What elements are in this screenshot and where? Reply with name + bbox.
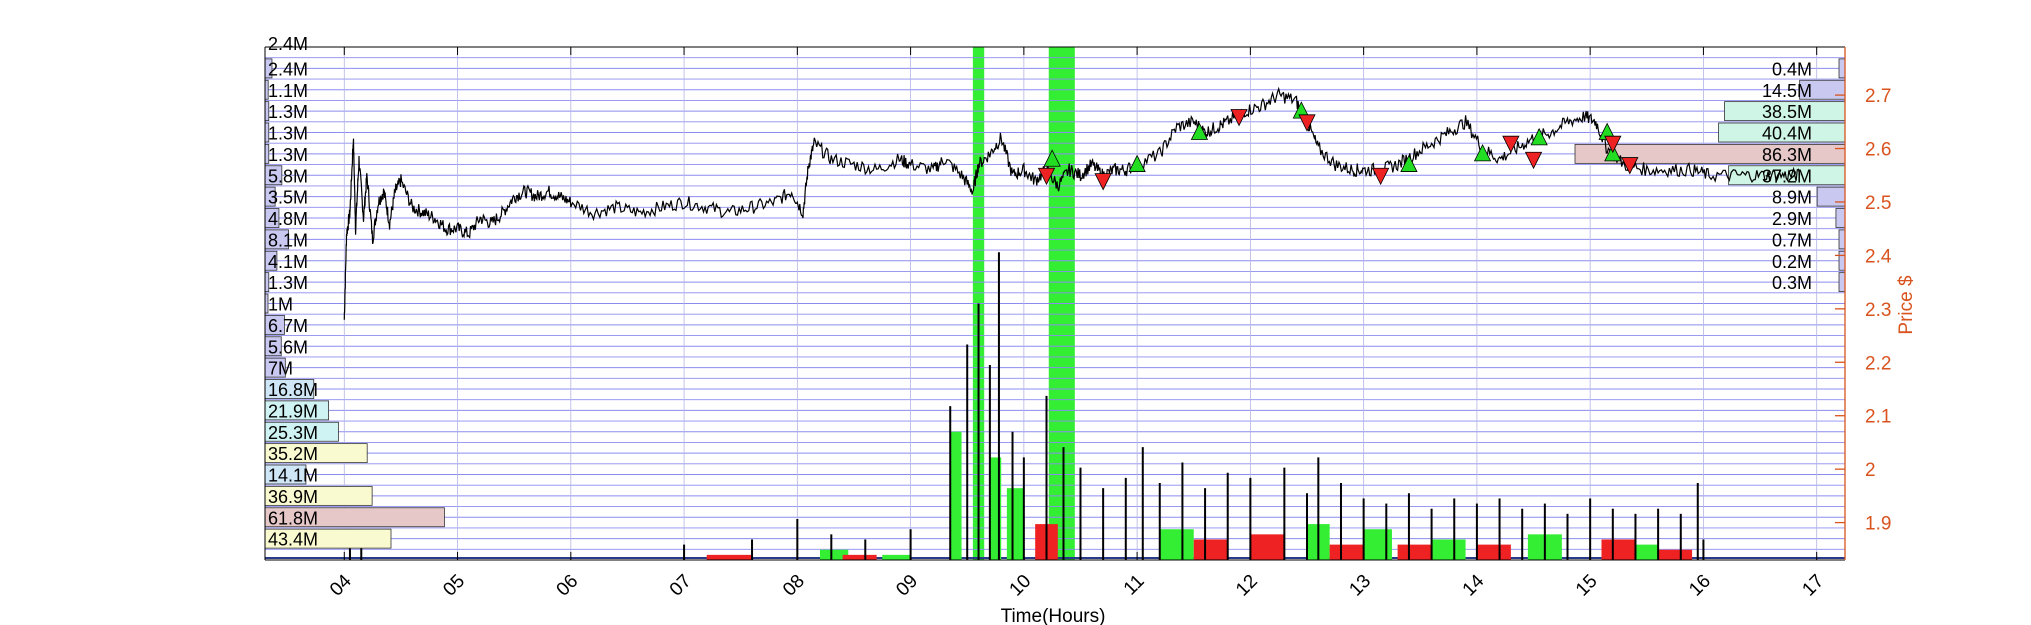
buy-volume-block (1431, 539, 1466, 560)
sell-volume-block (1193, 539, 1228, 560)
sell-marker (1621, 157, 1639, 175)
left-profile-label: 1.1M (268, 81, 308, 101)
right-profile-bar (1838, 250, 1846, 271)
right-profile-bar (1838, 58, 1846, 79)
sell-marker (1604, 135, 1622, 154)
left-profile-label: 36.9M (268, 487, 318, 507)
y-tick-label: 2.7 (1865, 86, 1891, 107)
buy-marker (1043, 149, 1061, 167)
buy-volume-block (819, 549, 849, 560)
right-profile-label: 0.3M (1772, 273, 1812, 293)
right-profile-label: 0.7M (1772, 230, 1812, 250)
buy-volume-block (1159, 529, 1194, 560)
left-volume-profile: 2.4M1.1M1.3M1.3M1.3M5.8M3.5M4.8M8.1M4.1M… (264, 58, 445, 550)
sell-volume-block (1250, 534, 1285, 560)
left-profile-label: 5.8M (268, 166, 308, 186)
right-volume-profile: 0.4M14.5M38.5M40.4M86.3M37.2M8.9M2.9M0.7… (1574, 58, 1846, 293)
buy-volume-block (989, 457, 1002, 560)
left-profile-label: 1.3M (268, 102, 308, 122)
left-profile-label: 1.3M (268, 124, 308, 144)
right-profile-label: 2.9M (1772, 209, 1812, 229)
left-profile-label: 16.8M (268, 380, 318, 400)
sell-marker (1524, 151, 1543, 170)
y-tick-label: 2.2 (1865, 353, 1891, 374)
sell-marker (1502, 135, 1520, 154)
y-tick-label: 2.1 (1865, 407, 1891, 428)
right-profile-bar (1816, 186, 1846, 207)
y-tick-label: 1.9 (1865, 514, 1891, 535)
y-tick-label: 2.5 (1865, 193, 1891, 214)
y-tick-label: 2 (1865, 460, 1876, 481)
left-profile-label: 8.1M (268, 230, 308, 250)
price-series-line (343, 86, 1801, 320)
right-profile-label: 40.4M (1762, 124, 1812, 144)
left-profile-label: 43.4M (268, 530, 318, 550)
buy-marker (1473, 143, 1492, 162)
left-profile-label: 3.5M (268, 188, 308, 208)
left-profile-label: 5.6M (268, 337, 308, 357)
sell-marker (1094, 173, 1112, 191)
buy-volume-block (950, 431, 962, 560)
sell-marker (1037, 167, 1056, 186)
buy-volume-block (1006, 488, 1024, 560)
left-profile-label: 25.3M (268, 423, 318, 443)
y-tick-label: 2.6 (1865, 140, 1891, 161)
price-line (343, 86, 1801, 320)
left-profile-label: 1M (268, 295, 293, 315)
left-profile-label: 21.9M (268, 401, 318, 421)
left-profile-label: 7M (268, 359, 293, 379)
sell-volume-block (1397, 544, 1432, 560)
buy-marker (1128, 154, 1146, 172)
left-profile-label: 61.8M (268, 508, 318, 528)
y-tick-label: 2.4 (1865, 246, 1892, 267)
y-axis-label: Price $ (1896, 275, 1917, 335)
buy-volume-block (1363, 529, 1392, 560)
right-profile-label: 0.4M (1772, 59, 1812, 79)
left-profile-label: 6.7M (268, 316, 308, 336)
sell-marker (1371, 167, 1390, 186)
right-profile-label: 14.5M (1762, 81, 1812, 101)
sell-volume-block (1476, 544, 1511, 560)
left-profile-label: 1.3M (268, 145, 308, 165)
sell-volume-block (1601, 539, 1636, 560)
right-profile-bar (1838, 229, 1846, 250)
buy-volume-block (882, 554, 911, 560)
sell-marker (1230, 109, 1248, 127)
buy-marker (1530, 127, 1548, 146)
top-left-volume-label: 2.4M (268, 34, 308, 54)
x-axis-label: Time(Hours) (1001, 606, 1106, 625)
price-gridlines (265, 47, 1845, 560)
sell-volume-block (842, 554, 877, 560)
sell-volume-block (1329, 544, 1364, 560)
right-profile-label: 8.9M (1772, 188, 1812, 208)
left-profile-label: 1.3M (268, 273, 308, 293)
buy-volume-block (1635, 544, 1659, 560)
trade-markers (1037, 101, 1639, 191)
buy-marker (1190, 122, 1209, 140)
left-profile-label: 35.2M (268, 444, 318, 464)
right-profile-bar (1838, 272, 1846, 293)
right-profile-label: 0.2M (1772, 252, 1812, 272)
left-profile-label: 4.8M (268, 209, 308, 229)
y-tick-label: 2.3 (1865, 300, 1891, 321)
left-profile-label: 2.4M (268, 59, 308, 79)
volume-bars (265, 252, 1845, 560)
right-profile-bar (1835, 208, 1846, 228)
sell-marker (1298, 114, 1316, 132)
right-profile-label: 38.5M (1762, 102, 1812, 122)
sell-volume-block (1658, 549, 1693, 560)
buy-marker (1400, 154, 1418, 172)
left-profile-label: 14.1M (268, 466, 318, 486)
left-profile-label: 4.1M (268, 252, 308, 272)
right-profile-label: 86.3M (1762, 145, 1812, 165)
sell-volume-block (706, 554, 753, 560)
